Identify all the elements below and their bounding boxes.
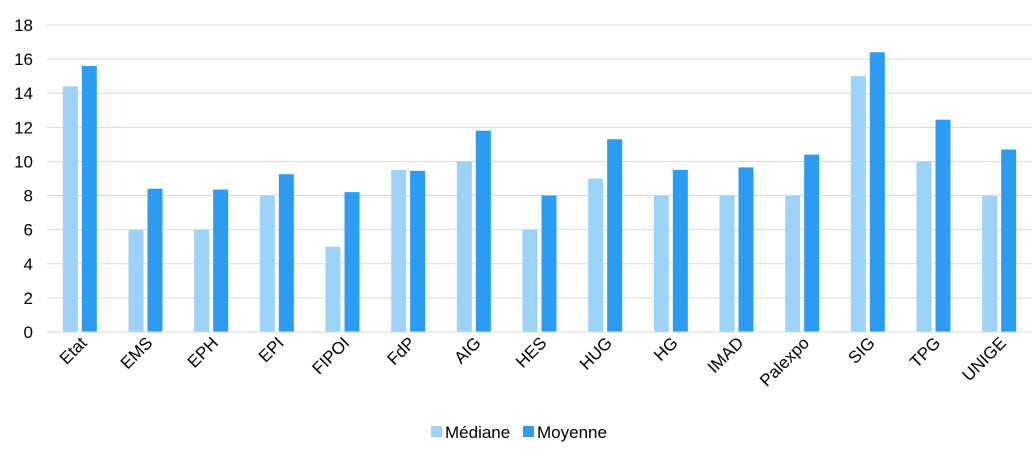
bar-mediane [588, 178, 604, 332]
x-tick-label: EPH [184, 333, 222, 371]
gridlines [47, 24, 1032, 299]
bar-mediane [325, 246, 341, 332]
bar-series [62, 52, 1017, 333]
bar-mediane [128, 229, 144, 332]
bar-mediane [850, 76, 866, 333]
bar-mediane [391, 169, 407, 332]
x-tick-label: HG [650, 333, 681, 364]
legend-swatch [523, 426, 534, 437]
y-tick-label: 8 [24, 187, 33, 206]
bar-moyenne [1001, 149, 1017, 332]
legend: Médiane Moyenne [431, 423, 607, 442]
bar-mediane [653, 195, 669, 332]
y-axis-ticks: 0 2 4 6 8 10 12 14 16 18 [14, 16, 33, 342]
y-tick-label: 16 [14, 50, 33, 69]
bar-moyenne [81, 65, 97, 332]
legend-swatch [431, 426, 442, 437]
bar-mediane [785, 195, 801, 332]
bar-moyenne [475, 130, 491, 332]
bar-mediane [916, 161, 932, 332]
x-tick-label: EMS [117, 333, 156, 372]
bar-mediane [62, 86, 78, 333]
x-tick-label: HES [512, 333, 550, 371]
x-tick-label: AIG [451, 333, 485, 367]
x-tick-label: TPG [906, 333, 944, 371]
x-tick-label: Palexpo [756, 333, 813, 390]
bar-moyenne [672, 169, 688, 332]
x-tick-label: FdP [384, 333, 419, 368]
x-tick-label: UNIGE [958, 333, 1010, 385]
bar-mediane [194, 229, 210, 332]
bar-moyenne [869, 52, 885, 333]
bar-mediane [456, 161, 472, 332]
x-tick-label: IMAD [704, 333, 747, 376]
bar-mediane [522, 229, 538, 332]
bar-moyenne [738, 167, 754, 332]
bar-moyenne [935, 119, 951, 333]
legend-label: Moyenne [537, 423, 607, 442]
bar-moyenne [213, 189, 229, 332]
bar-moyenne [804, 154, 820, 332]
y-tick-label: 18 [14, 16, 33, 35]
bar-mediane [982, 195, 998, 332]
bar-moyenne [410, 170, 426, 332]
legend-label: Médiane [445, 423, 510, 442]
x-tick-label: FIPOI [308, 333, 353, 378]
y-tick-label: 10 [14, 152, 33, 171]
bar-moyenne [344, 192, 360, 332]
bar-moyenne [541, 195, 557, 332]
y-tick-label: 14 [14, 84, 33, 103]
x-tick-label: Etat [56, 333, 91, 368]
y-tick-label: 0 [24, 323, 33, 342]
bar-mediane [719, 195, 735, 332]
y-tick-label: 4 [24, 255, 33, 274]
y-tick-label: 12 [14, 118, 33, 137]
bar-moyenne [278, 174, 294, 332]
x-tick-label: EPI [255, 333, 288, 366]
x-tick-label: HUG [576, 333, 616, 373]
x-tick-label: SIG [845, 333, 879, 367]
bar-moyenne [147, 188, 163, 332]
bar-moyenne [607, 139, 623, 332]
y-tick-label: 6 [24, 221, 33, 240]
y-tick-label: 2 [24, 289, 33, 308]
x-axis-ticks: Etat EMS EPH EPI FIPOI FdP AIG HES HUG HG IMAD Pale… [56, 333, 1010, 390]
bar-mediane [259, 195, 275, 332]
